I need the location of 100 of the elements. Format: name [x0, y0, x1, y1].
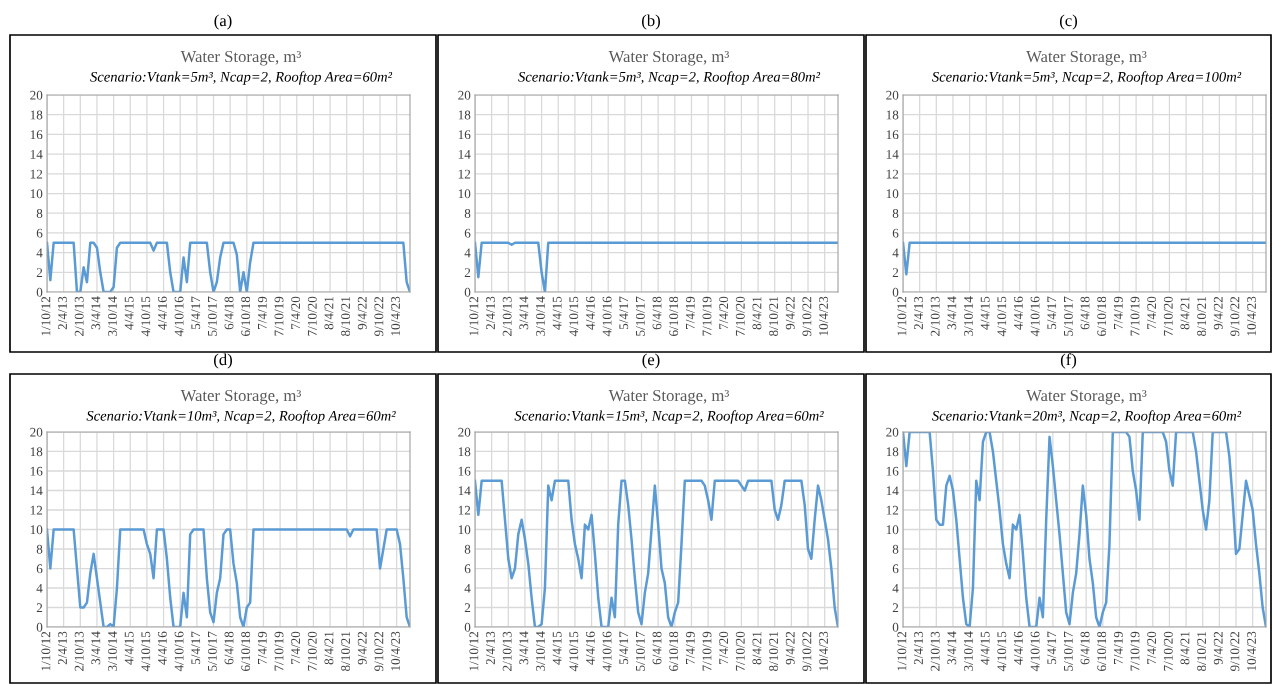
y-tick-label: 4 — [36, 248, 43, 258]
x-tick-label: 4/10/15 — [569, 631, 579, 672]
x-tick-label: 7/4/20 — [291, 631, 301, 665]
x-tick-label: 1/10/12 — [41, 631, 51, 671]
x-tick-label: 7/10/20 — [1163, 631, 1173, 671]
x-tick-label: 4/4/15 — [124, 631, 134, 665]
x-tick-label: 4/10/15 — [997, 296, 1007, 337]
x-tick-label: 6/10/18 — [669, 296, 679, 336]
x-tick-label: 10/4/23 — [391, 631, 400, 671]
x-tick-label: 3/10/14 — [108, 631, 117, 671]
x-tick-label: 7/4/19 — [1113, 296, 1123, 330]
x-tick-label: 4/10/16 — [602, 296, 612, 337]
x-tick-label: 7/10/20 — [307, 631, 317, 671]
x-tick-label: 7/10/20 — [1163, 296, 1173, 336]
x-tick-label: 2/10/13 — [930, 631, 940, 671]
x-tick-label: 5/10/17 — [635, 631, 645, 671]
y-tick-label: 12 — [886, 505, 899, 515]
x-tick-label: 9/4/22 — [357, 631, 367, 665]
y-tick-label: 0 — [464, 287, 471, 297]
x-tick-label: 1/10/12 — [897, 296, 907, 336]
x-tick-label: 2/4/13 — [914, 296, 923, 330]
chart-subtitle: Scenario:Vtank=15m³, Ncap=2, Rooftop Area=60m² — [514, 410, 824, 424]
x-tick-label: 5/4/17 — [619, 296, 629, 330]
x-tick-label: 3/4/14 — [91, 631, 101, 665]
x-tick-label: 10/4/23 — [819, 631, 828, 671]
x-tick-label: 9/10/22 — [802, 631, 812, 672]
text: (e) — [642, 353, 660, 369]
x-tick-label: 6/4/18 — [652, 631, 662, 665]
x-tick-label: 3/10/14 — [536, 296, 545, 336]
chart-subtitle: Scenario:Vtank=5m³, Ncap=2, Rooftop Area=60m² — [90, 71, 393, 85]
y-tick-label: 6 — [892, 228, 899, 238]
x-tick-label: 8/4/21 — [752, 296, 762, 330]
x-tick-label: 5/10/17 — [635, 296, 645, 336]
text: (c) — [1059, 14, 1078, 30]
x-tick-label: 6/10/18 — [1097, 631, 1107, 671]
x-tick-label: 1/10/12 — [41, 296, 51, 336]
y-tick-label: 14 — [30, 486, 43, 496]
y-tick-label: 0 — [36, 287, 43, 297]
y-tick-label: 4 — [892, 248, 899, 258]
chart-subtitle: Scenario:Vtank=20m³, Ncap=2, Rooftop Area=60m² — [932, 410, 1242, 424]
x-tick-label: 4/10/16 — [1030, 631, 1040, 672]
x-tick-label: 3/10/14 — [964, 296, 973, 336]
x-tick-label: 7/10/19 — [1130, 631, 1140, 671]
y-tick-label: 18 — [30, 447, 43, 457]
x-tick-label: 9/4/22 — [357, 296, 367, 330]
x-tick-label: 6/4/18 — [652, 296, 662, 330]
x-tick-label: 3/10/14 — [108, 296, 117, 336]
x-tick-label: 8/4/21 — [752, 631, 762, 665]
y-tick-label: 2 — [464, 268, 471, 277]
x-tick-label: 4/10/15 — [569, 296, 579, 337]
y-tick-label: 20 — [30, 427, 43, 437]
x-tick-label: 8/4/21 — [1180, 631, 1190, 665]
y-tick-label: 0 — [892, 287, 899, 297]
x-tick-label: 2/4/13 — [486, 296, 495, 330]
y-tick-label: 14 — [30, 149, 43, 159]
x-tick-label: 7/4/20 — [1147, 631, 1157, 665]
x-tick-label: 4/4/16 — [1014, 296, 1023, 330]
x-tick-label: 4/4/15 — [980, 296, 990, 330]
y-tick-label: 6 — [36, 564, 43, 574]
x-tick-label: 6/4/18 — [1080, 296, 1090, 330]
x-tick-label: 3/4/14 — [519, 631, 529, 665]
x-tick-label: 7/4/19 — [257, 296, 267, 330]
x-tick-label: 2/10/13 — [502, 296, 512, 336]
y-tick-label: 2 — [464, 603, 471, 613]
y-tick-label: 6 — [36, 228, 43, 238]
y-tick-label: 6 — [464, 228, 471, 238]
x-tick-label: 6/10/18 — [669, 631, 679, 671]
x-tick-label: 1/10/12 — [897, 631, 907, 671]
x-tick-label: 4/10/15 — [141, 631, 151, 672]
y-tick-label: 8 — [36, 209, 43, 218]
x-tick-label: 10/4/23 — [1247, 631, 1256, 671]
y-tick-label: 16 — [458, 466, 471, 476]
y-tick-label: 2 — [892, 268, 899, 277]
chart-title: Water Storage, m³ — [180, 389, 302, 405]
chart-title: Water Storage, m³ — [180, 50, 302, 66]
x-tick-label: 2/4/13 — [486, 631, 495, 665]
x-tick-label: 2/10/13 — [930, 296, 940, 336]
x-tick-label: 9/4/22 — [1213, 296, 1223, 330]
x-tick-label: 10/4/23 — [1247, 296, 1256, 336]
y-tick-label: 18 — [30, 110, 43, 120]
x-tick-label: 9/10/22 — [1230, 631, 1240, 672]
x-tick-label: 7/10/20 — [735, 296, 745, 336]
text: (a) — [214, 14, 232, 30]
y-tick-label: 14 — [886, 149, 899, 159]
x-tick-label: 3/4/14 — [519, 296, 529, 330]
x-tick-label: 9/10/22 — [1230, 296, 1240, 337]
y-tick-label: 18 — [458, 110, 471, 120]
y-tick-label: 6 — [464, 564, 471, 574]
chart-subtitle: Scenario:Vtank=10m³, Ncap=2, Rooftop Area=60m² — [86, 410, 396, 424]
x-tick-label: 5/10/17 — [1063, 296, 1073, 336]
x-tick-label: 7/10/19 — [702, 631, 712, 671]
x-tick-label: 4/4/16 — [1014, 631, 1023, 665]
y-tick-label: 12 — [30, 505, 43, 515]
x-tick-label: 5/4/17 — [619, 631, 629, 665]
y-tick-label: 16 — [886, 130, 899, 140]
x-tick-label: 2/4/13 — [58, 296, 67, 330]
x-tick-label: 5/10/17 — [207, 631, 217, 671]
text: (d) — [214, 353, 232, 369]
x-tick-label: 7/10/19 — [274, 296, 284, 336]
x-tick-label: 8/10/21 — [769, 631, 779, 671]
